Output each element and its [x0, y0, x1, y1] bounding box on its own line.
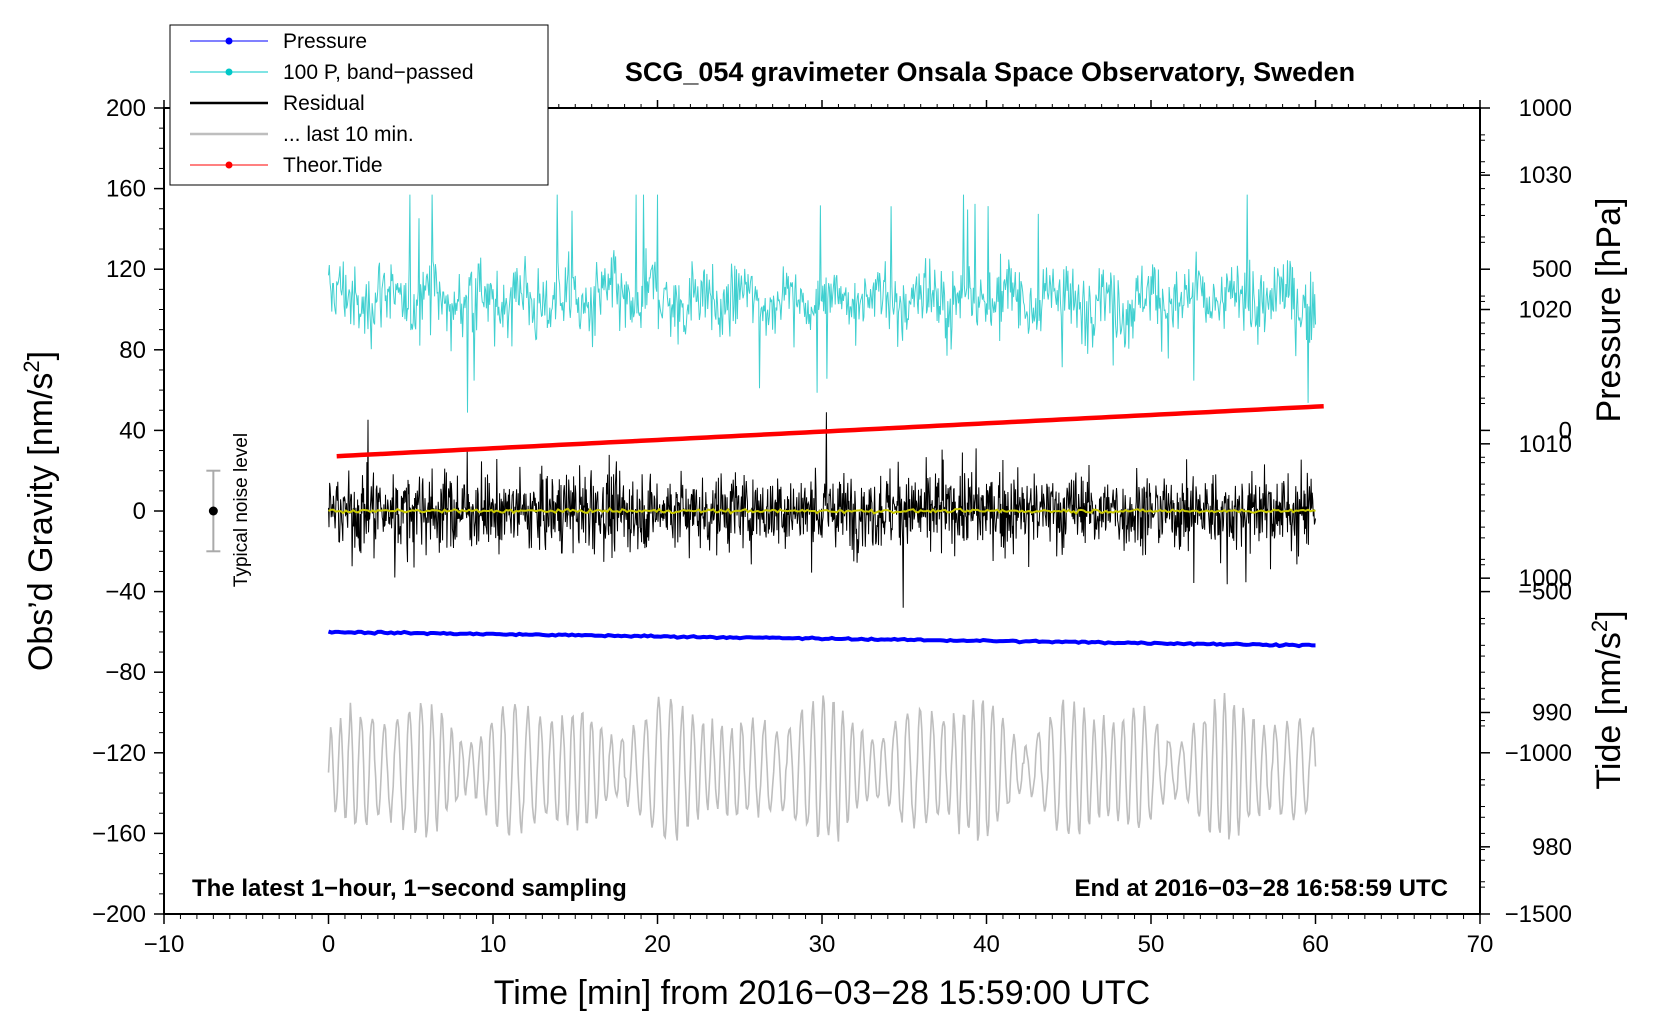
y-axis-title-tide: Tide [nm/s2] — [1587, 610, 1628, 789]
y-axis-title-pressure: Pressure [hPa] — [1590, 198, 1628, 423]
pressure-tick-label: 1010 — [1519, 431, 1572, 458]
y-tick-label: 200 — [106, 95, 146, 122]
y-axis-title-tide-main: Tide [nm/s — [1590, 632, 1628, 789]
x-tick-label: 40 — [973, 931, 1000, 958]
y-axis-title-left-end: ] — [22, 351, 60, 360]
y-tick-label: −200 — [92, 901, 146, 928]
noise-center-dot — [208, 506, 218, 516]
legend-label: ... last 10 min. — [283, 123, 414, 146]
series-residual — [328, 412, 1316, 608]
tide-tick-label: −1000 — [1505, 740, 1572, 767]
legend-label: Theor.Tide — [283, 154, 383, 177]
y-axis-title-tide-end: ] — [1590, 610, 1628, 619]
chart-title: SCG_054 gravimeter Onsala Space Observat… — [625, 57, 1355, 87]
tide-tick-label: −500 — [1518, 579, 1572, 606]
pressure-tick-label: 1030 — [1519, 162, 1572, 189]
legend-label: Residual — [283, 92, 365, 115]
tide-tick-label: 0 — [1559, 417, 1572, 444]
legend-box — [169, 24, 549, 186]
series-layer — [206, 194, 1324, 842]
y-tick-label: −40 — [105, 579, 146, 606]
x-tick-label: 70 — [1467, 931, 1494, 958]
series-residual-smoothed — [328, 506, 1316, 515]
x-tick-label: 20 — [644, 931, 671, 958]
y-tick-label: −120 — [92, 740, 146, 767]
y-tick-label: 120 — [106, 256, 146, 283]
y-tick-label: 0 — [133, 498, 146, 525]
footer-right-note: End at 2016−03−28 16:58:59 UTC — [1074, 875, 1448, 902]
tide-tick-label: 1000 — [1519, 95, 1572, 122]
y-tick-label: −80 — [105, 659, 146, 686]
noise-level-label: Typical noise level — [231, 433, 252, 587]
y-tick-label: 80 — [119, 337, 146, 364]
legend-marker — [225, 68, 233, 76]
x-tick-label: 30 — [809, 931, 836, 958]
x-tick-label: −10 — [144, 931, 185, 958]
y-tick-label: 160 — [106, 176, 146, 203]
legend: Pressure 100 P, band−passed Residual ... la… — [169, 24, 549, 186]
x-tick-label: 50 — [1138, 931, 1165, 958]
series-last-10-min — [327, 692, 1317, 842]
legend-label: Pressure — [283, 30, 367, 53]
pressure-tick-label: 1020 — [1519, 297, 1572, 324]
y-axis-title-left-sup: 2 — [19, 360, 44, 372]
legend-marker — [225, 161, 233, 169]
y-tick-label: −160 — [92, 820, 146, 847]
legend-marker — [225, 37, 233, 45]
x-axis-title: Time [min] from 2016−03−28 15:59:00 UTC — [494, 974, 1150, 1012]
series-pressure — [327, 629, 1316, 649]
legend-label: 100 P, band−passed — [283, 61, 474, 84]
pressure-tick-label: 980 — [1532, 834, 1572, 861]
pressure-tick-label: 990 — [1532, 700, 1572, 727]
y-axis-title-tide-sup: 2 — [1587, 620, 1612, 632]
axes-layer: −10 0 10 20 30 40 50 60 7020016012080400−40−80−1… — [92, 95, 1572, 958]
tide-tick-label: 500 — [1532, 256, 1572, 283]
series-bandpassed-pressure — [328, 194, 1316, 413]
x-tick-label: 60 — [1302, 931, 1329, 958]
footer-left-note: The latest 1−hour, 1−second sampling — [192, 875, 627, 902]
series-theor-tide — [336, 403, 1324, 459]
x-tick-label: 0 — [322, 931, 335, 958]
y-axis-title-left: Obs’d Gravity [nm/s2] — [19, 351, 60, 671]
pressure-tick-label: 1000 — [1519, 565, 1572, 592]
y-tick-label: 40 — [119, 417, 146, 444]
tide-tick-label: −1500 — [1505, 901, 1572, 928]
y-axis-title-left-main: Obs’d Gravity [nm/s — [22, 373, 60, 672]
x-tick-label: 10 — [480, 931, 507, 958]
